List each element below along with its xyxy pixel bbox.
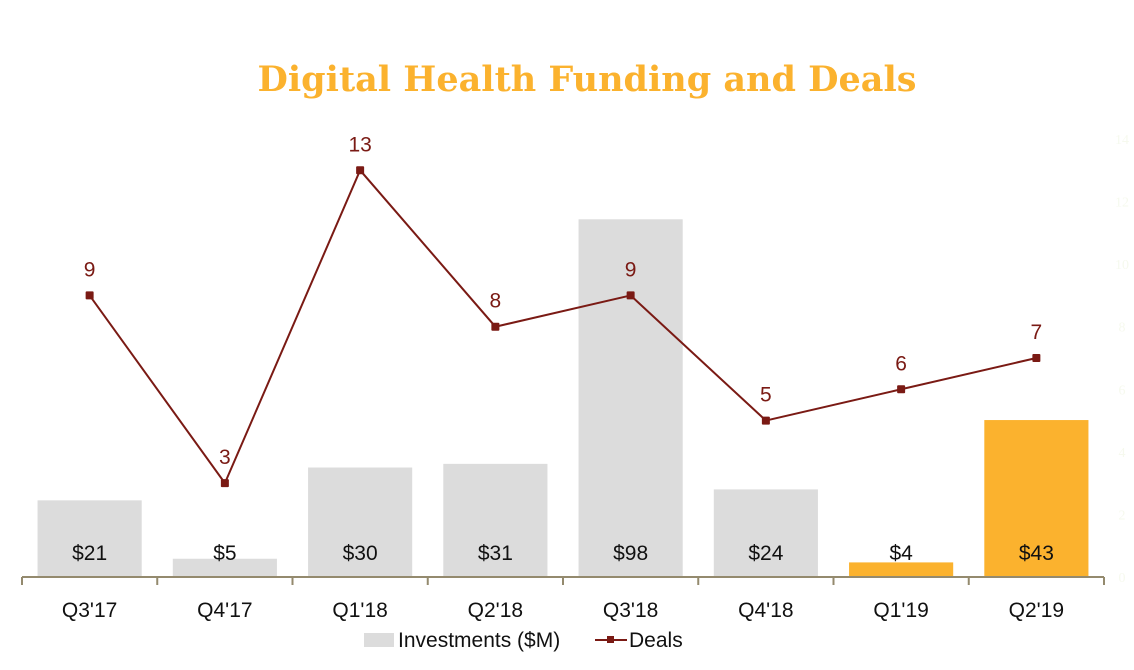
investment-bar-label: $4 [889, 542, 913, 565]
deals-marker [220, 479, 229, 488]
investment-bar-label: $24 [748, 542, 783, 565]
deals-data-label: 3 [219, 446, 231, 469]
deals-marker [356, 166, 365, 175]
deals-marker [761, 416, 770, 425]
deals-data-label: 5 [760, 384, 772, 407]
investment-bar [308, 467, 413, 577]
x-tick-label: Q1'19 [873, 599, 928, 622]
secondary-axis-tick-label: 4 [1119, 446, 1126, 461]
deals-marker [626, 291, 635, 300]
legend-marker-deals [607, 636, 614, 643]
secondary-axis-tick-label: 10 [1115, 258, 1129, 273]
legend-label-deals: Deals [629, 629, 683, 652]
deals-data-label: 6 [895, 352, 907, 375]
investment-bar-label: $43 [1019, 542, 1054, 565]
x-tick-label: Q2'19 [1009, 599, 1064, 622]
investment-bar [172, 558, 277, 577]
secondary-axis-tick-label: 0 [1119, 571, 1126, 586]
investment-bar [578, 219, 683, 578]
investment-bar-label: $5 [213, 542, 236, 565]
deals-line [85, 166, 1041, 488]
deals-line-path [88, 168, 1037, 486]
chart-title: Digital Health Funding and Deals [258, 59, 917, 100]
deals-marker [491, 322, 500, 331]
x-tick-label: Q4'18 [738, 599, 793, 622]
secondary-axis-tick-label: 2 [1119, 508, 1126, 523]
investment-bar [984, 420, 1089, 577]
investment-bar [37, 500, 142, 577]
deals-labels: 9 3 13 8 9 5 6 7 [84, 133, 1042, 469]
secondary-axis-tick-label: 14 [1115, 133, 1129, 148]
legend-swatch-investments [364, 633, 394, 647]
investment-bar-label: $31 [478, 542, 513, 565]
investment-bar-label: $98 [613, 542, 648, 565]
legend-label-investments: Investments ($M) [398, 629, 560, 652]
x-tick-label: Q3'18 [603, 599, 658, 622]
legend: Investments ($M) Deals [364, 629, 683, 652]
secondary-axis: 14 12 10 8 6 4 2 0 [1115, 133, 1129, 586]
secondary-axis-tick-label: 6 [1119, 383, 1126, 398]
deals-data-label: 7 [1031, 321, 1043, 344]
deals-marker [897, 385, 906, 394]
secondary-axis-tick-label: 8 [1119, 321, 1126, 336]
x-tick-label: Q4'17 [197, 599, 252, 622]
deals-data-label: 13 [348, 133, 371, 156]
investment-bar-label: $30 [343, 542, 378, 565]
deals-data-label: 9 [84, 258, 96, 281]
deals-data-label: 8 [490, 290, 502, 313]
investment-bars [37, 219, 1089, 578]
x-tick-label: Q2'18 [468, 599, 523, 622]
secondary-axis-tick-label: 12 [1115, 196, 1129, 211]
investment-bar-label: $21 [72, 542, 107, 565]
deals-marker [85, 291, 94, 300]
x-tick-label: Q3'17 [62, 599, 117, 622]
deals-marker [1032, 354, 1041, 362]
x-tick-label: Q1'18 [332, 599, 387, 622]
investment-bar-labels: $21 $5 $30 $31 $98 $24 $4 $43 [72, 542, 1054, 565]
deals-data-label: 9 [625, 258, 637, 281]
investment-bar [713, 489, 818, 577]
investment-bar [443, 463, 548, 577]
investment-bar [849, 562, 954, 577]
x-axis: Q3'17 Q4'17 Q1'18 Q2'18 Q3'18 Q4'18 Q1'19 Q2'19 [21, 576, 1105, 622]
